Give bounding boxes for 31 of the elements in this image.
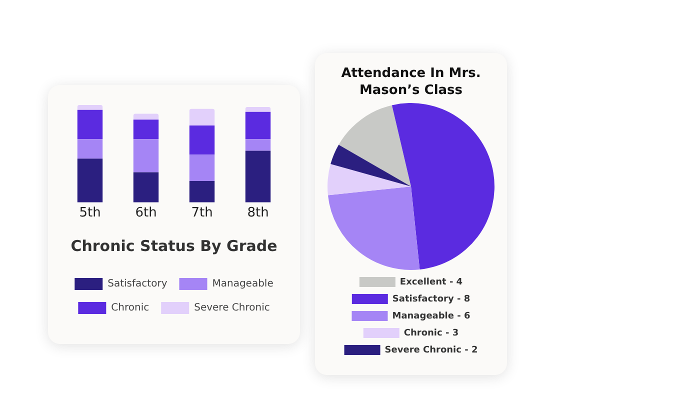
bar — [133, 120, 159, 140]
bar — [189, 154, 215, 181]
bar — [133, 172, 159, 202]
bar — [133, 114, 159, 120]
bar — [77, 158, 103, 202]
bar — [77, 110, 103, 140]
x-tick-label: 7th — [191, 206, 213, 221]
legend-label: Satisfactory — [108, 278, 168, 290]
legend-label: Severe Chronic - 2 — [384, 345, 478, 356]
legend-label: Manageable — [212, 278, 274, 290]
legend-label: Severe Chronic — [194, 302, 270, 314]
bar — [245, 139, 271, 151]
legend-label: Chronic — [111, 302, 150, 314]
legend-label: Excellent - 4 — [400, 277, 463, 288]
bar — [133, 139, 159, 172]
x-tick-label: 8th — [247, 206, 269, 221]
chart-title: Attendance In Mrs. Mason’s Class — [340, 65, 482, 99]
bar — [245, 112, 271, 140]
x-tick-label: 5th — [79, 206, 101, 221]
bar — [77, 139, 103, 159]
bar — [189, 125, 215, 155]
bar — [189, 108, 215, 126]
legend-label: Chronic - 3 — [404, 328, 459, 338]
bar — [77, 105, 103, 110]
legend-label: Manageable - 6 — [392, 311, 470, 322]
bar — [245, 150, 271, 202]
bar — [245, 106, 271, 112]
legend-label: Satisfactory - 8 — [392, 294, 470, 304]
text: Chronic Status By Grade — [70, 236, 278, 255]
bar — [189, 180, 215, 202]
x-tick-label: 6th — [135, 206, 157, 221]
